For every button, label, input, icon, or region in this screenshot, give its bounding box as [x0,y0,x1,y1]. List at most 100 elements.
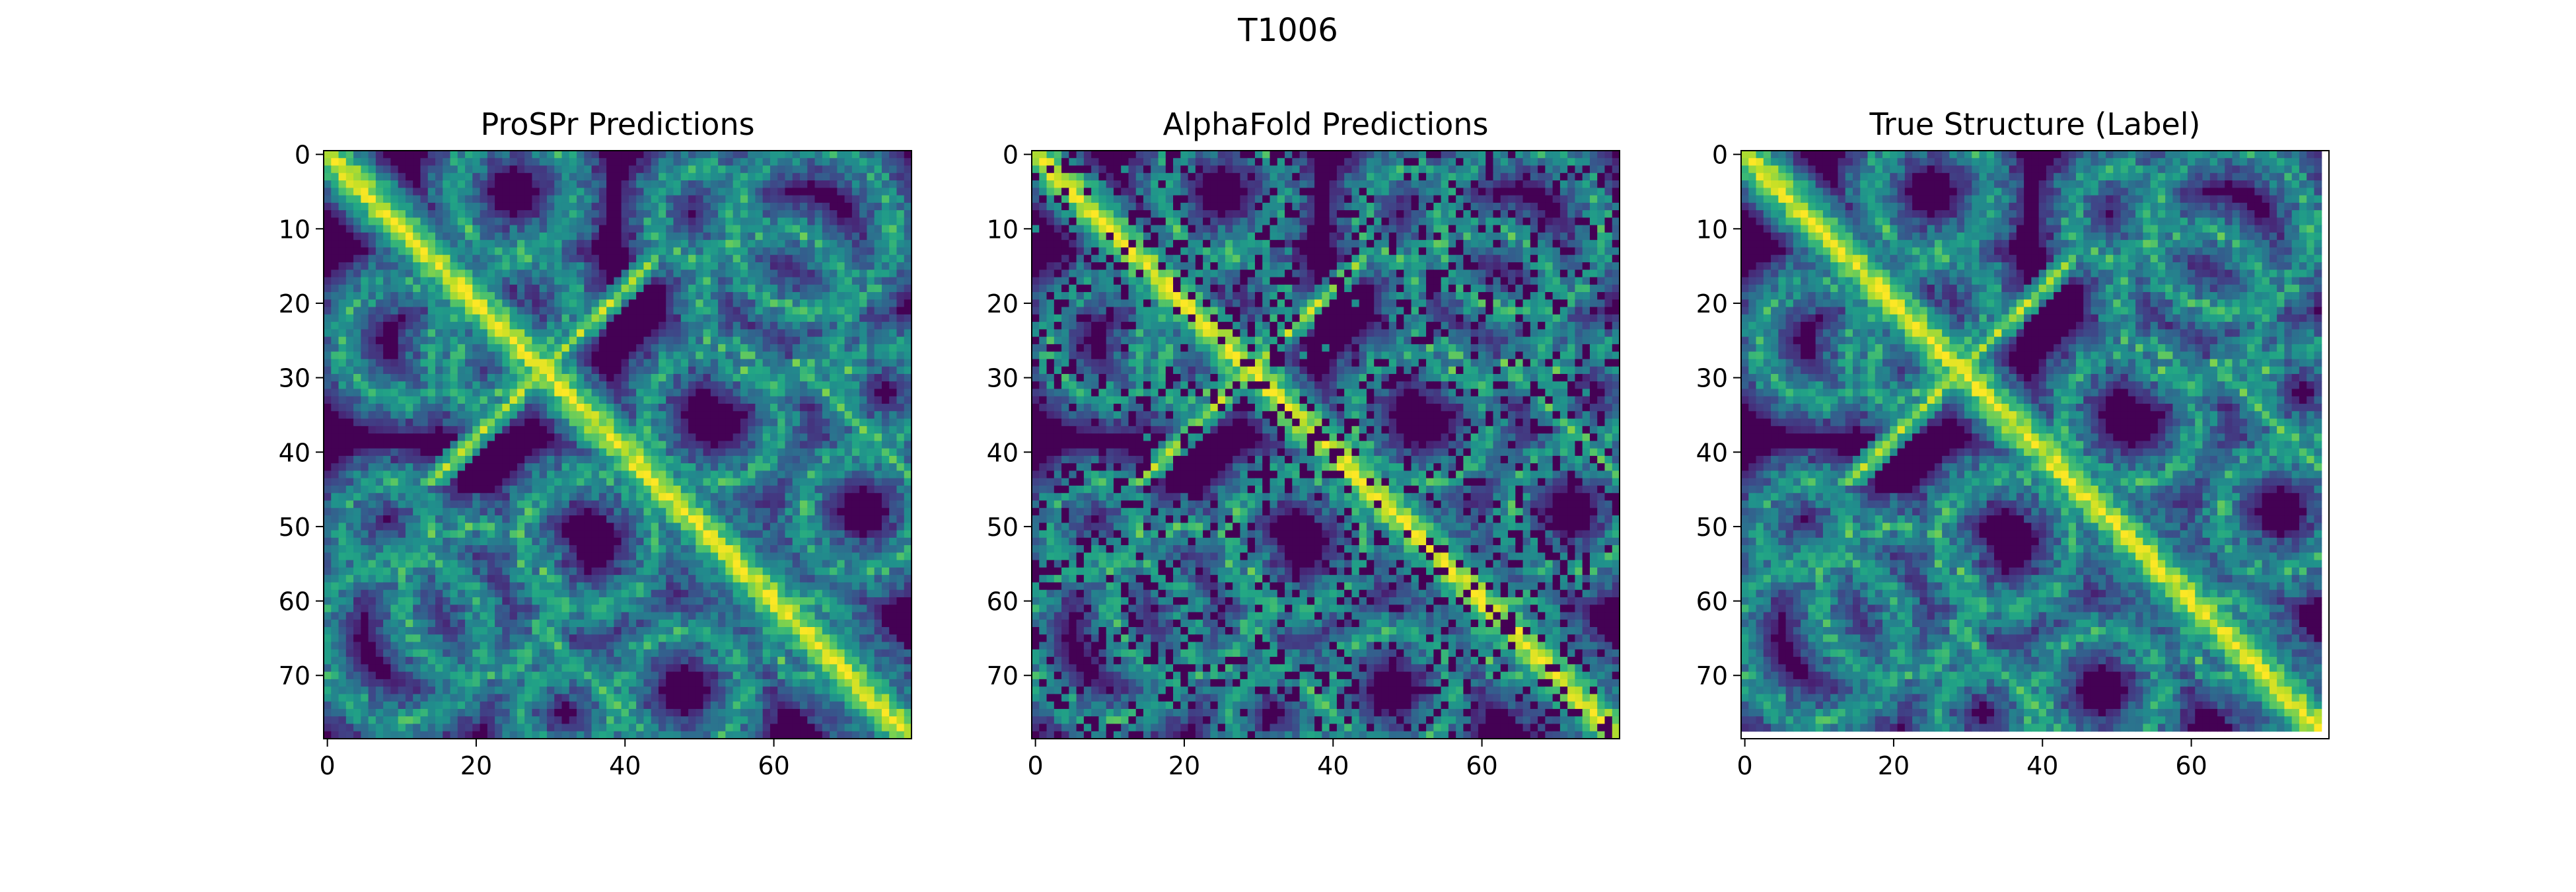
heatmap-cell [427,523,436,531]
heatmap-cell [353,322,361,330]
heatmap-cell [509,217,518,226]
heatmap-cell [830,180,838,188]
heatmap-cell [561,322,570,330]
heatmap-cell [755,560,764,568]
heatmap-cell [628,493,637,502]
heatmap-cell [368,470,376,479]
heatmap-cell [703,240,711,248]
heatmap-cell [755,478,764,486]
heatmap-cell [666,523,674,531]
heatmap-cell [867,433,875,441]
heatmap-cell [539,284,548,293]
heatmap-cell [331,605,340,613]
heatmap-cell [420,352,429,360]
heatmap-cell [472,597,481,605]
heatmap-cell [614,336,622,345]
heatmap-cell [718,582,726,591]
heatmap-cell [851,404,860,412]
heatmap-cell [851,537,860,546]
heatmap-cell [777,455,786,464]
heatmap-cell [502,463,511,472]
heatmap-cell [814,389,823,397]
heatmap-cell [740,151,748,159]
heatmap-cell [851,277,860,285]
heatmap-cell [769,284,778,293]
heatmap-cell [465,589,473,598]
heatmap-cell [718,575,726,583]
heatmap-cell [584,284,592,293]
heatmap-cell [427,277,436,285]
heatmap-cell [703,210,711,218]
heatmap-cell [427,507,436,516]
heatmap-cell [621,299,629,308]
heatmap-cell [837,418,845,427]
heatmap-cell [881,299,890,308]
heatmap-cell [413,545,421,553]
heatmap-cell [830,336,838,345]
heatmap-cell [539,366,548,375]
heatmap-cell [673,240,682,248]
heatmap-cell [584,589,592,598]
heatmap-cell [614,314,622,322]
heatmap-cell [457,262,466,270]
heatmap-cell [904,352,912,360]
heatmap-cell [591,247,600,256]
heatmap-cell [874,247,882,256]
heatmap-cell [785,470,793,479]
heatmap-cell [405,478,413,486]
heatmap-cell [427,478,436,486]
heatmap-cell [517,426,525,434]
heatmap-cell [703,381,711,390]
heatmap-cell [502,292,511,300]
heatmap-cell [703,180,711,188]
heatmap-cell [606,180,614,188]
heatmap-cell [769,188,778,196]
heatmap-cell [748,389,756,397]
heatmap-cell [628,582,637,591]
heatmap-cell [614,463,622,472]
heatmap-cell [614,470,622,479]
heatmap-cell [651,373,659,382]
heatmap-cell [666,552,674,561]
heatmap-cell [800,314,808,322]
heatmap-cell [777,478,786,486]
heatmap-cell [495,455,503,464]
heatmap-cell [822,217,830,226]
heatmap-cell [331,500,340,509]
heatmap-cell [420,299,429,308]
heatmap-cell [673,567,682,576]
heatmap-cell [651,188,659,196]
heatmap-cell [896,433,905,441]
heatmap-cell [420,597,429,605]
heatmap-cell [792,396,801,404]
heatmap-cell [792,493,801,502]
heatmap-cell [748,172,756,181]
heatmap-cell [733,151,741,159]
heatmap-cell [487,396,495,404]
heatmap-cell [859,336,868,345]
heatmap-cell [546,262,555,270]
heatmap-cell [569,485,577,494]
heatmap-cell [636,299,645,308]
heatmap-cell [769,180,778,188]
heatmap-cell [718,389,726,397]
heatmap-cell [785,582,793,591]
heatmap-cell [405,165,413,174]
heatmap-cell [509,292,518,300]
heatmap-cell [643,158,652,167]
heatmap-cell [658,299,666,308]
heatmap-cell [874,373,882,382]
heatmap-cell [569,582,577,591]
heatmap-cell [621,597,629,605]
heatmap-cell [345,448,354,457]
heatmap-cell [420,470,429,479]
heatmap-cell [710,478,719,486]
heatmap-cell [450,225,458,233]
heatmap-cell [517,478,525,486]
heatmap-cell [383,404,391,412]
heatmap-cell [889,314,898,322]
heatmap-cell [331,195,340,204]
heatmap-cell [554,352,563,360]
heatmap-cell [591,195,600,204]
heatmap-cell [502,188,511,196]
